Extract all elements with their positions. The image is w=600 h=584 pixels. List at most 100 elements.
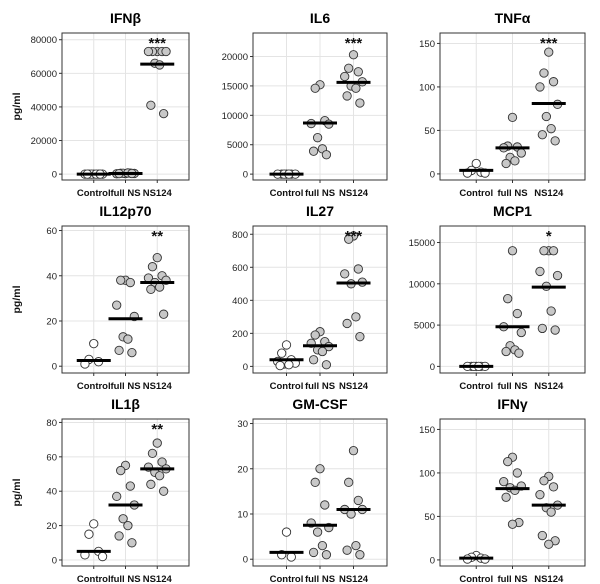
data-point <box>127 347 137 358</box>
panel-tnfalpha: TNFα 0 50 100 150 Control full NS NS124 *** <box>419 10 586 199</box>
data-point <box>539 476 549 486</box>
data-point <box>544 539 554 549</box>
y-tick-label: 600 <box>232 263 248 274</box>
panel-title: TNFα <box>495 10 531 26</box>
panel-il6: IL6 0 5000 10000 15000 20000 Control full NS NS1… <box>222 10 388 199</box>
data-point <box>353 264 363 274</box>
data-point <box>321 360 332 370</box>
data-point <box>346 509 356 519</box>
y-tick-label: 60000 <box>31 69 57 80</box>
y-tick-label: 5000 <box>227 140 248 151</box>
x-tick-label: Control <box>270 381 304 392</box>
data-point <box>158 108 169 119</box>
data-point <box>342 91 352 101</box>
data-point <box>344 477 354 487</box>
y-tick-label: 150 <box>419 39 435 50</box>
panel-ifngamma: IFNγ 0 50 100 150 Control full NS NS124 <box>419 396 586 584</box>
data-point <box>548 246 559 256</box>
data-point <box>310 477 320 487</box>
data-point <box>112 300 122 310</box>
x-tick-label: Control <box>270 574 304 584</box>
x-tick-label: NS124 <box>339 574 369 584</box>
data-point <box>535 490 545 500</box>
x-tick-label: NS124 <box>534 188 564 199</box>
data-point <box>550 325 560 335</box>
data-point <box>503 294 513 304</box>
data-point <box>321 550 332 560</box>
significance-label: *** <box>345 228 363 245</box>
data-point <box>548 77 559 87</box>
data-point <box>507 519 518 529</box>
data-point <box>310 330 320 340</box>
x-tick-label: full NS <box>497 574 527 584</box>
data-point <box>537 323 547 334</box>
x-tick-label: NS124 <box>143 381 173 392</box>
x-tick-label: Control <box>459 188 493 199</box>
data-point <box>312 133 323 143</box>
y-tick-label: 20 <box>46 521 57 532</box>
data-point <box>351 540 361 551</box>
x-tick-label: full NS <box>110 188 140 199</box>
data-point <box>146 479 156 489</box>
data-point <box>512 308 522 319</box>
y-tick-label: 20 <box>237 464 248 475</box>
panel-il1beta: IL1β 0 20 40 60 80 Control full NS NS124 pg/ml ** <box>11 396 190 584</box>
data-point <box>125 481 135 491</box>
y-tick-label: 40 <box>46 487 57 498</box>
y-tick-label: 40 <box>46 271 57 282</box>
data-point <box>355 98 365 108</box>
y-tick-label: 200 <box>232 329 248 340</box>
x-tick-label: NS124 <box>534 381 564 392</box>
data-point <box>355 550 365 560</box>
panel-mcp1: MCP1 0 5000 10000 15000 Control full NS NS124 * <box>409 203 586 392</box>
data-point <box>123 520 133 531</box>
data-point <box>340 269 350 279</box>
data-point <box>97 551 108 562</box>
y-tick-label: 0 <box>243 362 248 373</box>
panel-title: IL1β <box>111 396 140 412</box>
data-point <box>312 527 323 537</box>
y-tick-label: 0 <box>52 555 57 566</box>
y-tick-label: 0 <box>243 170 248 181</box>
y-tick-label: 80000 <box>31 35 57 46</box>
data-point <box>537 530 547 541</box>
significance-label: *** <box>148 35 166 52</box>
data-point <box>355 332 365 342</box>
data-point <box>158 309 169 319</box>
panel-il27: IL27 0 200 400 600 800 Control full NS NS124 *** <box>232 203 388 392</box>
data-point <box>146 100 156 110</box>
data-point <box>284 360 294 370</box>
y-tick-label: 10 <box>237 509 248 520</box>
data-point <box>320 500 330 510</box>
data-point <box>544 47 554 57</box>
data-point <box>471 158 481 169</box>
x-tick-label: full NS <box>110 574 140 584</box>
y-tick-label: 10000 <box>222 111 248 122</box>
data-point <box>537 130 547 140</box>
data-point <box>546 124 556 134</box>
data-point <box>114 345 124 356</box>
data-point <box>161 46 171 57</box>
data-point <box>507 246 518 256</box>
y-tick-label: 400 <box>232 296 248 307</box>
data-point <box>552 270 563 281</box>
y-tick-label: 80 <box>46 418 57 429</box>
data-point <box>281 527 292 537</box>
y-tick-label: 0 <box>52 362 57 373</box>
data-point <box>127 538 137 548</box>
data-point <box>539 246 549 256</box>
data-point <box>501 346 511 357</box>
x-tick-label: NS124 <box>143 188 173 199</box>
x-tick-label: NS124 <box>339 381 369 392</box>
data-point <box>310 83 320 93</box>
x-tick-label: full NS <box>305 381 335 392</box>
data-point <box>499 476 509 487</box>
data-point <box>146 284 156 294</box>
data-point <box>348 50 359 60</box>
y-tick-label: 20000 <box>222 52 248 63</box>
y-tick-label: 5000 <box>414 321 435 332</box>
y-tick-label: 50 <box>424 512 435 523</box>
y-tick-label: 10000 <box>409 279 435 290</box>
y-tick-label: 50 <box>424 126 435 137</box>
